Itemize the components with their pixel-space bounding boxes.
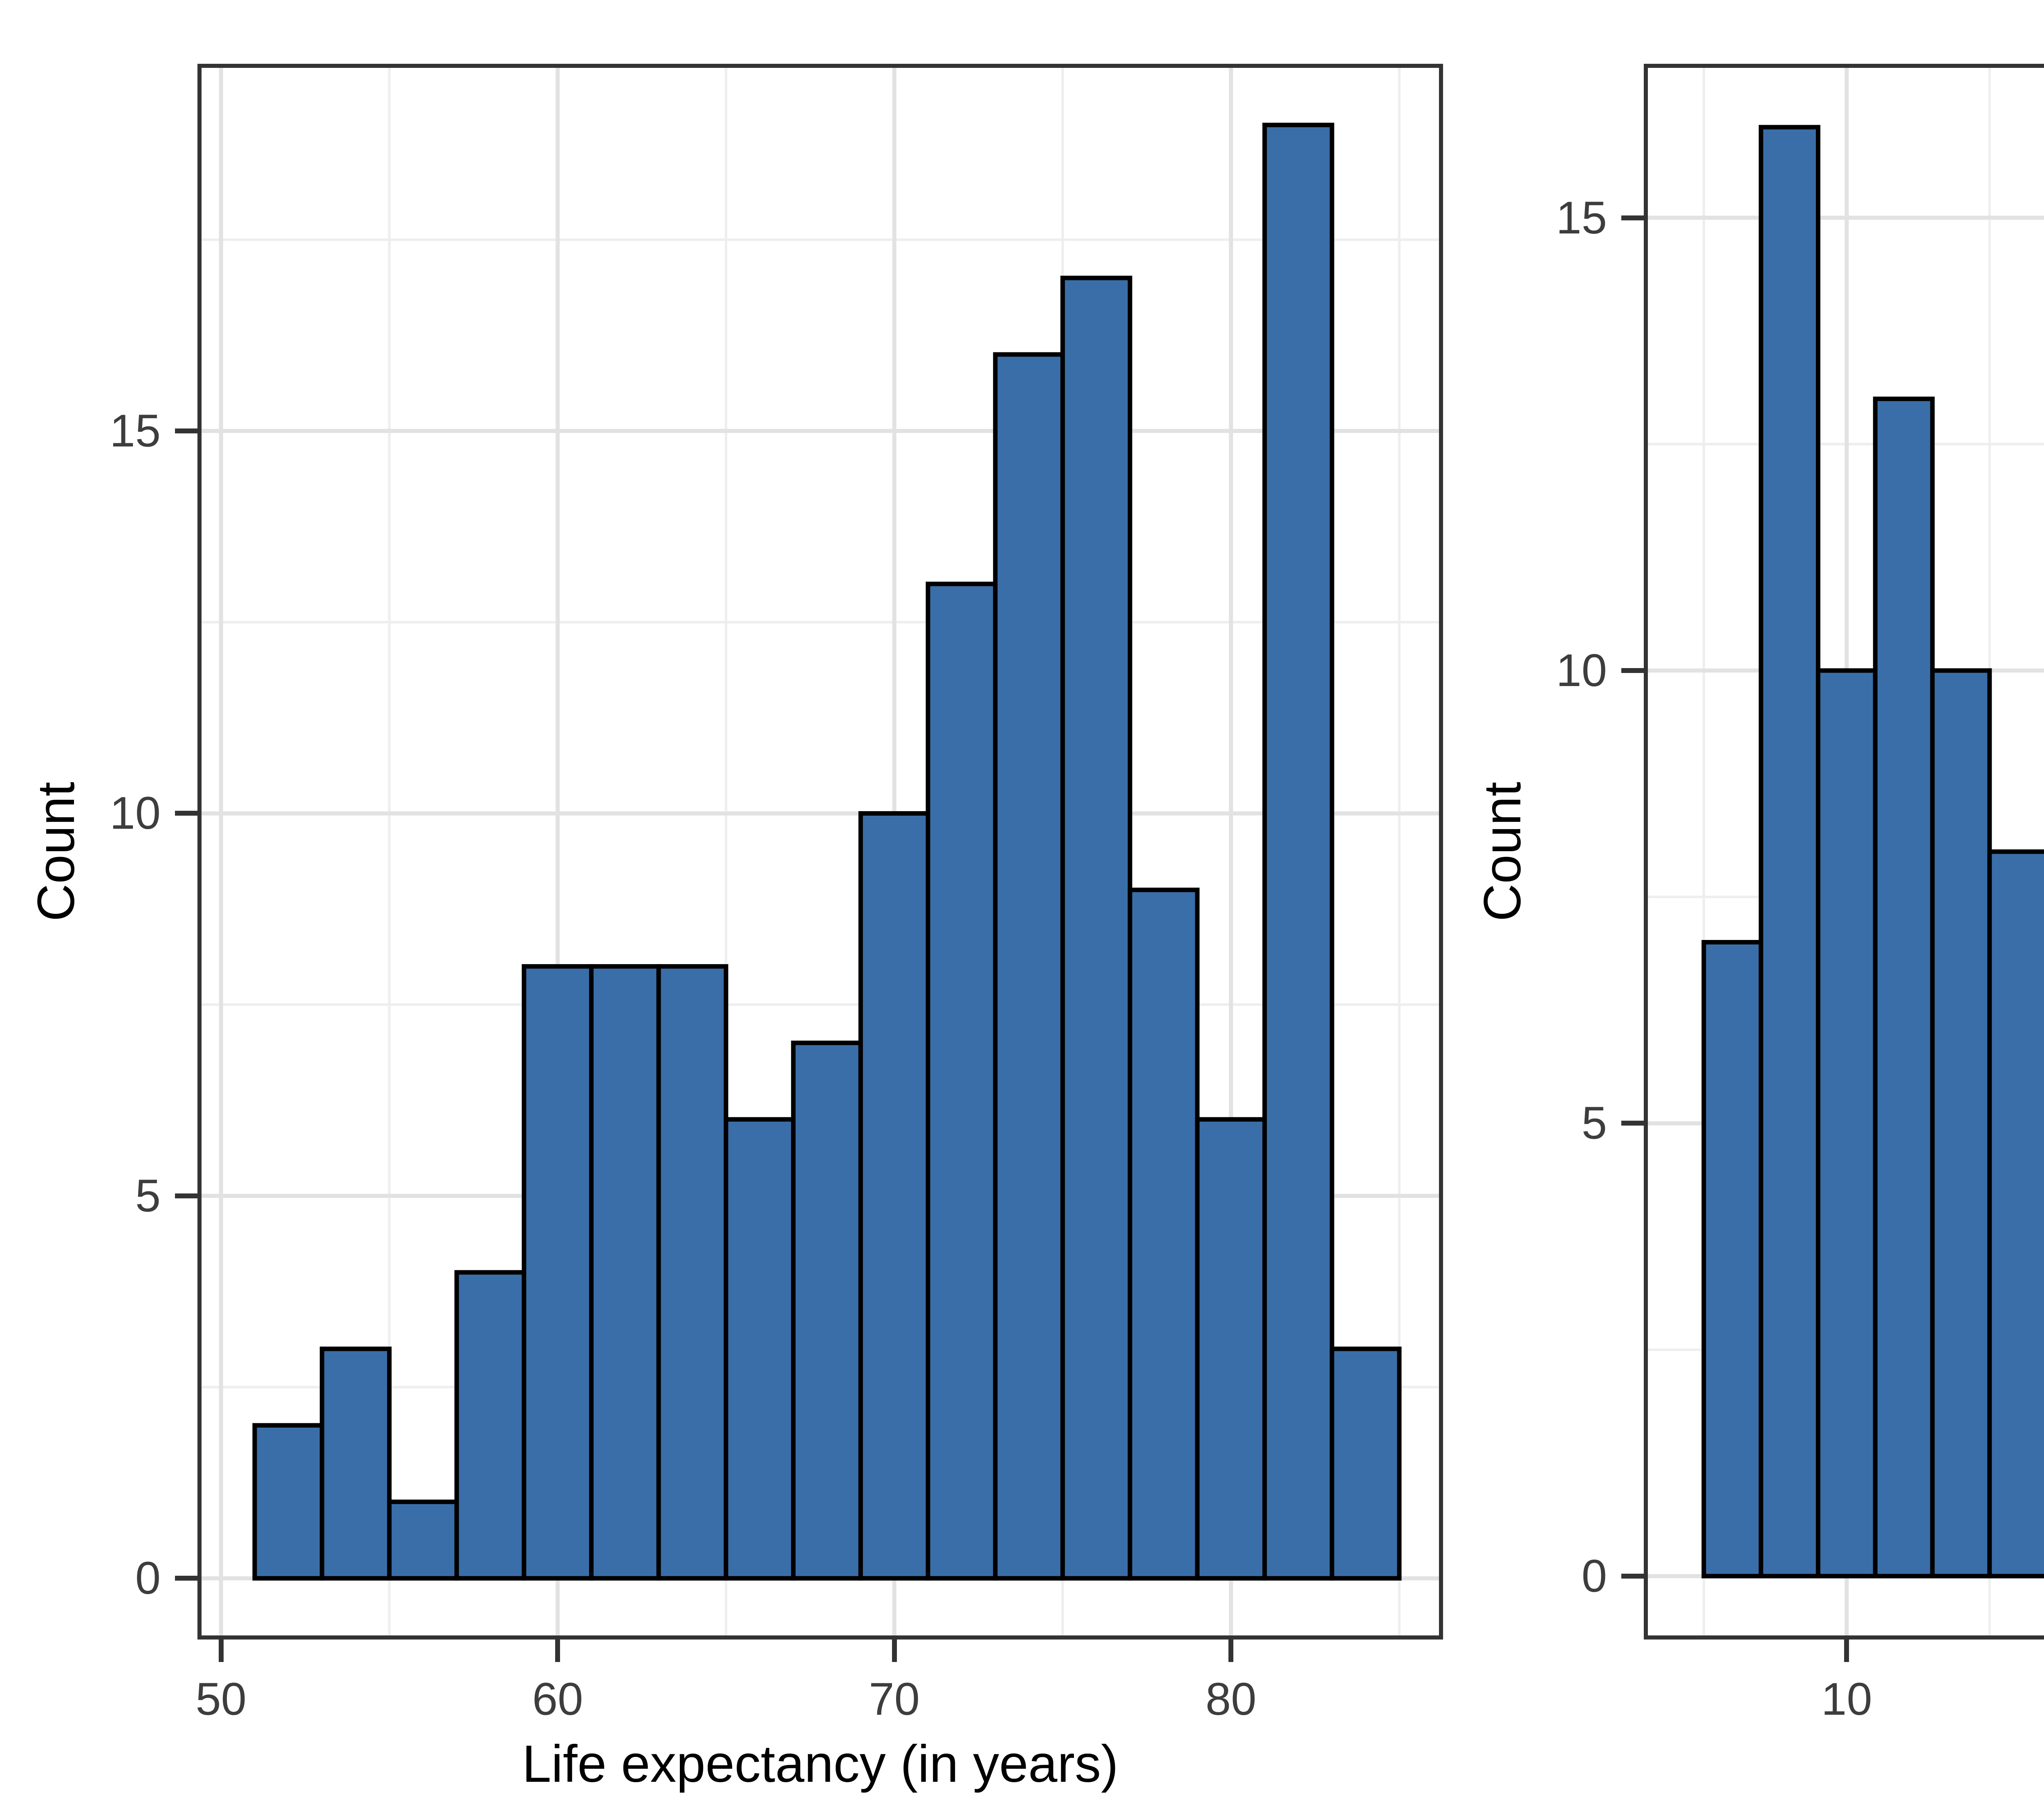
y-axis-tick: [175, 1193, 197, 1198]
panel-canvas: [1644, 64, 2044, 1640]
panel-canvas: [197, 64, 1443, 1640]
histogram-bar: [1127, 888, 1200, 1581]
y-axis-tick: [175, 1576, 197, 1581]
y-axis-tick: [1621, 668, 1644, 673]
histogram-bar: [387, 1499, 459, 1581]
x-axis-tick-label: 50: [195, 1673, 247, 1725]
histogram-bar: [791, 1041, 863, 1581]
histogram-bar: [993, 352, 1065, 1581]
histogram-bar: [1930, 668, 1992, 1579]
y-axis-tick-label: 0: [135, 1552, 161, 1604]
x-axis-title-income-inequality: Income inequality: [1658, 1738, 2044, 1791]
histogram-bar: [1701, 940, 1764, 1579]
histogram-bar: [926, 581, 998, 1581]
panel-border: [1644, 64, 2044, 1640]
histogram-bar: [1195, 1117, 1267, 1581]
x-axis-tick: [1228, 1640, 1234, 1662]
y-axis-tick-label: 0: [1581, 1550, 1607, 1601]
x-axis-tick-label: 70: [869, 1673, 920, 1725]
y-axis-tick: [1621, 1573, 1644, 1579]
histogram-bar: [252, 1423, 325, 1581]
x-axis-tick-label: 10: [1821, 1673, 1872, 1725]
x-axis-tick: [892, 1640, 897, 1662]
y-axis-tick-label: 5: [135, 1170, 161, 1221]
y-axis-tick: [1621, 1121, 1644, 1126]
histogram-bar: [589, 964, 661, 1581]
x-axis-tick: [555, 1640, 560, 1662]
y-axis-tick: [175, 811, 197, 816]
y-axis-tick-label: 5: [1581, 1097, 1607, 1149]
y-axis-tick: [1621, 215, 1644, 220]
histogram-bar: [1262, 123, 1334, 1581]
histogram-bar: [1329, 1346, 1402, 1581]
histogram-bar: [522, 964, 594, 1581]
histogram-bar: [320, 1346, 392, 1581]
x-axis-tick-label: 80: [1205, 1673, 1257, 1725]
histogram-bar: [1873, 397, 1935, 1579]
histogram-bar: [454, 1270, 527, 1581]
y-axis-tick: [175, 428, 197, 434]
x-axis-title-life-expectancy: Life expectancy (in years): [522, 1735, 1118, 1793]
x-axis-tick: [218, 1640, 224, 1662]
histogram-bar: [1759, 125, 1820, 1579]
y-axis-title-right: Count: [1473, 782, 1532, 922]
y-axis-title-left: Count: [27, 782, 85, 922]
x-axis-tick-label: 60: [532, 1673, 583, 1725]
y-axis-tick-label: 15: [1556, 192, 1607, 243]
y-axis-tick-label: 10: [1556, 645, 1607, 696]
histogram-bar: [1987, 849, 2044, 1579]
histogram-bar: [724, 1117, 796, 1581]
y-axis-tick-label: 10: [110, 787, 161, 839]
histogram-bar: [656, 964, 728, 1581]
histogram-bar: [858, 811, 930, 1581]
histogram-bar: [1815, 668, 1878, 1579]
panel-border: [197, 64, 1443, 1640]
histogram-bar: [1060, 276, 1132, 1581]
y-axis-tick-label: 15: [110, 405, 161, 457]
x-axis-tick: [1844, 1640, 1849, 1662]
